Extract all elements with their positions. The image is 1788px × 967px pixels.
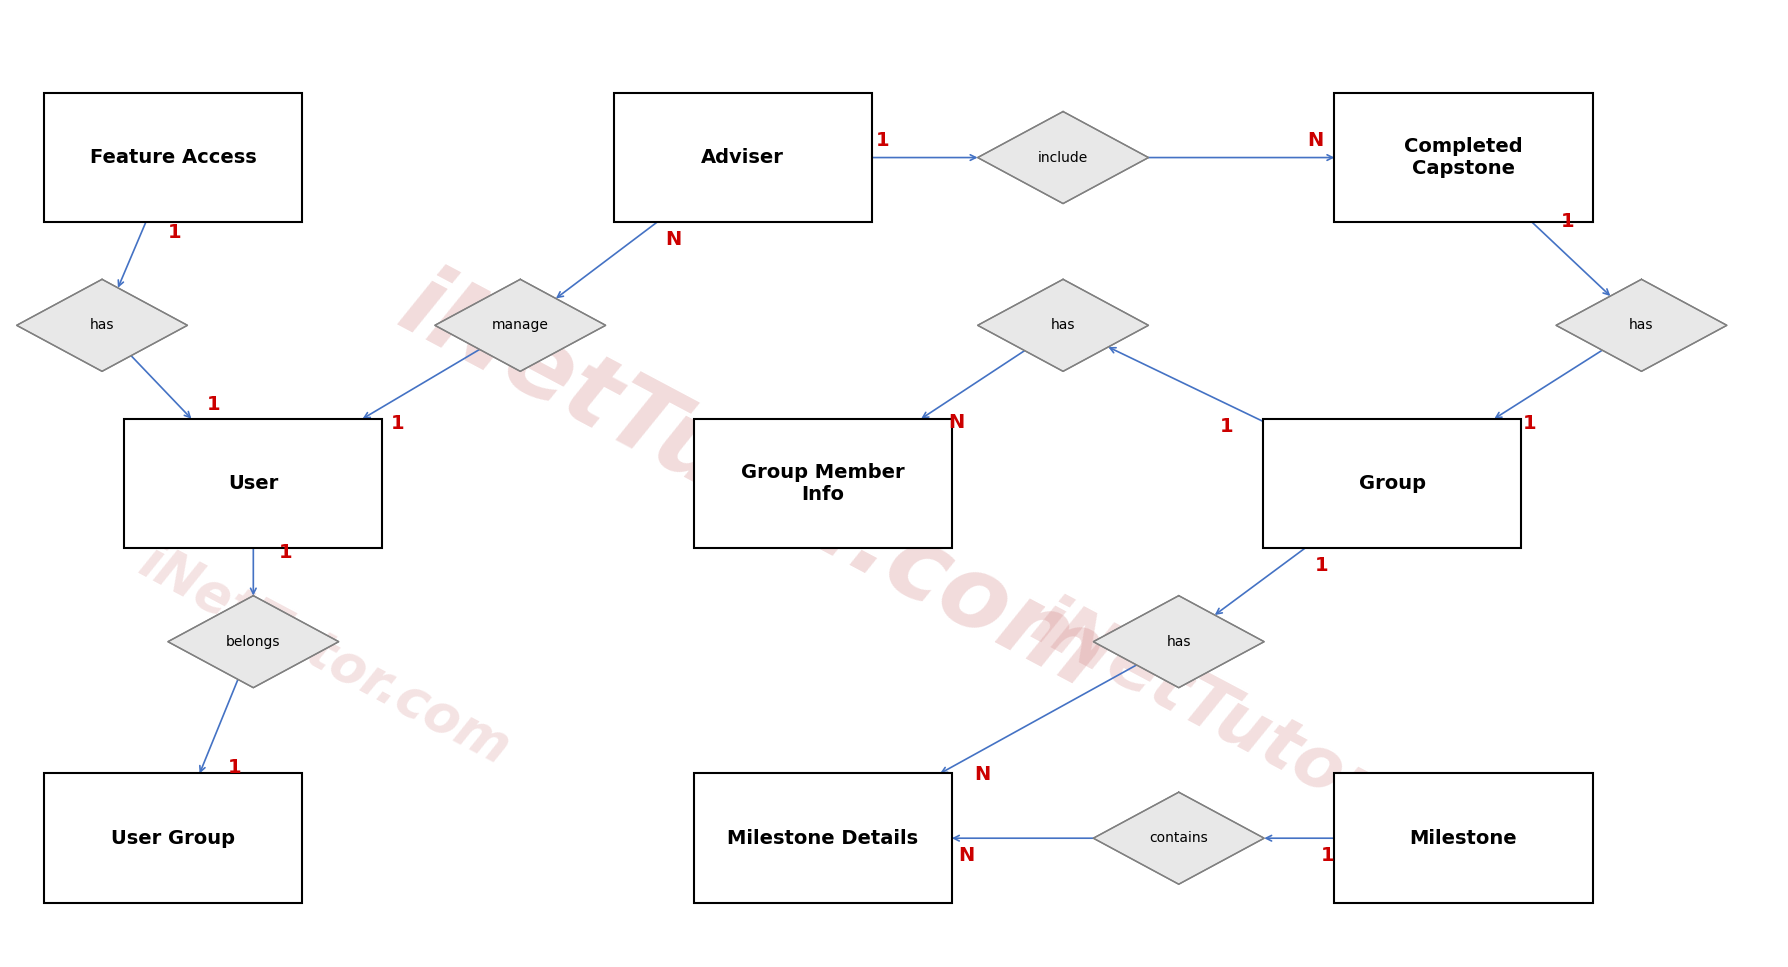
Text: include: include — [1039, 151, 1089, 164]
Text: 1: 1 — [279, 543, 291, 563]
Polygon shape — [1092, 792, 1264, 884]
Text: N: N — [974, 765, 991, 784]
Text: belongs: belongs — [225, 634, 281, 649]
Text: Group Member
Info: Group Member Info — [740, 463, 905, 504]
Text: User Group: User Group — [111, 829, 236, 848]
FancyBboxPatch shape — [125, 419, 383, 548]
Text: Feature Access: Feature Access — [89, 148, 257, 167]
Text: has: has — [1051, 318, 1075, 333]
Text: 1: 1 — [1314, 556, 1328, 574]
FancyBboxPatch shape — [694, 419, 951, 548]
Text: 1: 1 — [227, 758, 241, 777]
Text: iNetTutor.com: iNetTutor.com — [131, 537, 519, 776]
Polygon shape — [434, 279, 606, 371]
FancyBboxPatch shape — [45, 774, 302, 903]
Polygon shape — [168, 596, 338, 688]
FancyBboxPatch shape — [1264, 419, 1522, 548]
Text: has: has — [1629, 318, 1654, 333]
Text: Adviser: Adviser — [701, 148, 785, 167]
Polygon shape — [1556, 279, 1727, 371]
Text: Group: Group — [1359, 474, 1425, 493]
Text: Milestone Details: Milestone Details — [728, 829, 919, 848]
FancyBboxPatch shape — [694, 774, 951, 903]
Text: 1: 1 — [392, 414, 404, 433]
Text: has: has — [1166, 634, 1191, 649]
Text: Milestone: Milestone — [1409, 829, 1518, 848]
FancyBboxPatch shape — [45, 93, 302, 222]
Text: Completed
Capstone: Completed Capstone — [1404, 137, 1523, 178]
Text: 1: 1 — [1321, 846, 1334, 864]
Polygon shape — [978, 111, 1148, 204]
Text: 1: 1 — [1523, 414, 1536, 432]
Text: iNetTutor.com: iNetTutor.com — [1019, 589, 1550, 915]
Text: 1: 1 — [1561, 212, 1575, 230]
Polygon shape — [978, 279, 1148, 371]
FancyBboxPatch shape — [1334, 774, 1593, 903]
Text: N: N — [948, 414, 964, 432]
Text: 1: 1 — [168, 223, 181, 242]
FancyBboxPatch shape — [1334, 93, 1593, 222]
FancyBboxPatch shape — [613, 93, 873, 222]
Polygon shape — [1092, 596, 1264, 688]
Text: 1: 1 — [207, 396, 220, 414]
Text: iNetTutor.com: iNetTutor.com — [384, 257, 1119, 710]
Text: 1: 1 — [1219, 418, 1234, 436]
Polygon shape — [16, 279, 188, 371]
Text: has: has — [89, 318, 114, 333]
Text: User: User — [229, 474, 279, 493]
Text: contains: contains — [1150, 832, 1209, 845]
Text: N: N — [665, 230, 681, 249]
Text: 1: 1 — [876, 131, 889, 150]
Text: N: N — [958, 846, 974, 864]
Text: manage: manage — [492, 318, 549, 333]
Text: N: N — [1307, 131, 1323, 150]
